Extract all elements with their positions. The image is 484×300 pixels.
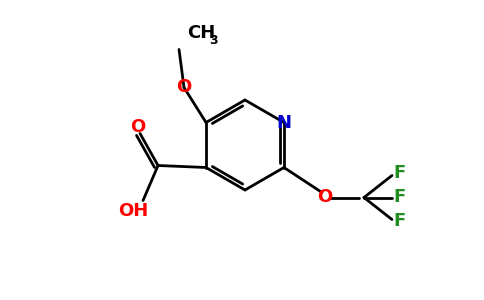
Text: F: F xyxy=(394,212,406,230)
Text: O: O xyxy=(176,79,192,97)
Text: OH: OH xyxy=(118,202,148,220)
Text: F: F xyxy=(394,188,406,206)
Text: O: O xyxy=(318,188,333,206)
Text: O: O xyxy=(130,118,146,136)
Text: 3: 3 xyxy=(209,34,218,47)
Text: CH: CH xyxy=(187,23,215,41)
Text: N: N xyxy=(276,113,291,131)
Text: F: F xyxy=(394,164,406,182)
